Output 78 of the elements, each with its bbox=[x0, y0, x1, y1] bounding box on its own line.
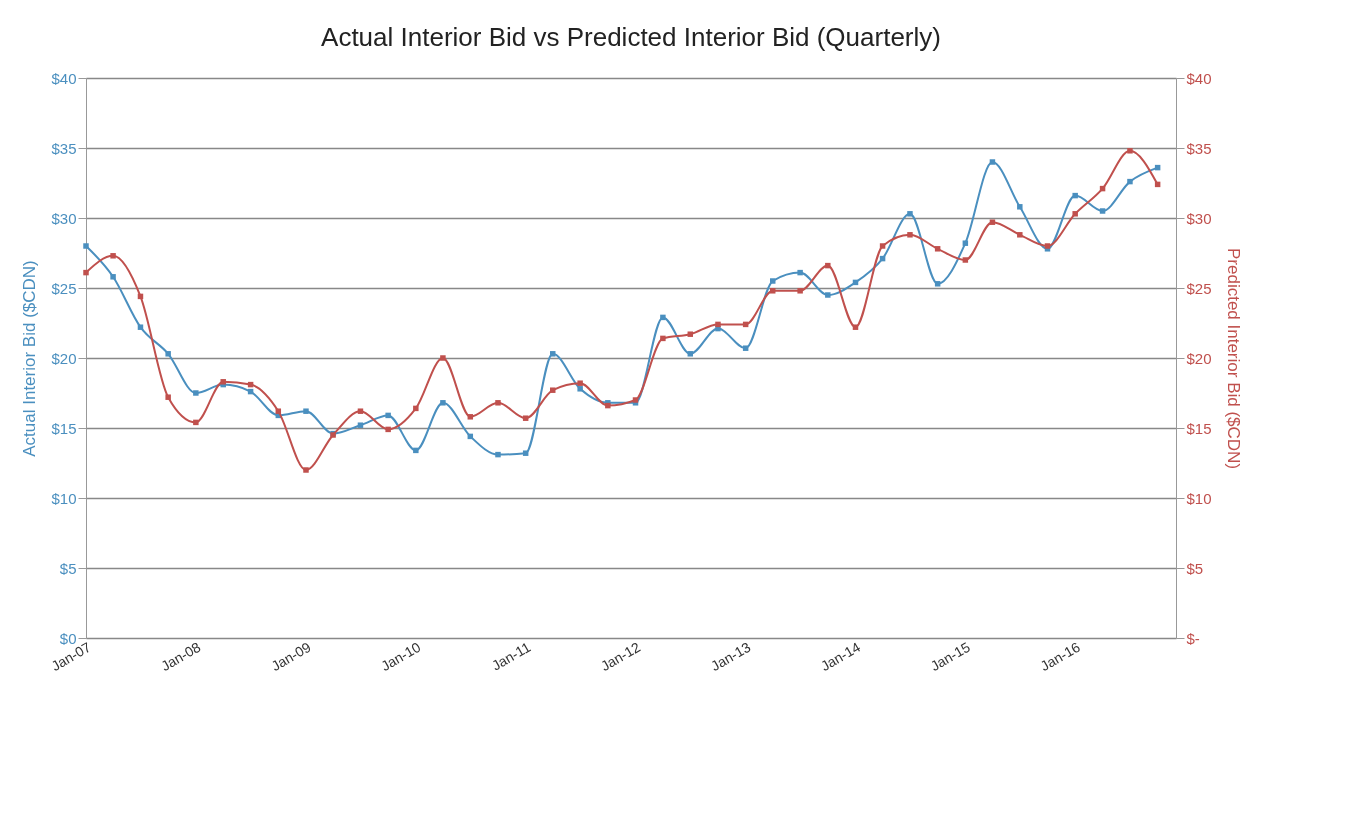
point bbox=[825, 262, 831, 269]
point bbox=[357, 408, 364, 414]
point bbox=[1127, 148, 1133, 154]
y2-tick-label: $10 bbox=[1186, 489, 1212, 507]
point bbox=[495, 451, 501, 458]
point bbox=[934, 246, 941, 252]
y2-tick-label: $5 bbox=[1186, 559, 1204, 577]
point bbox=[165, 394, 171, 400]
point bbox=[989, 219, 996, 225]
point bbox=[413, 447, 419, 454]
point bbox=[770, 288, 776, 294]
point bbox=[797, 288, 803, 294]
y2-axis-title: Predicted Interior Bid ($CDN) bbox=[1223, 247, 1243, 470]
point bbox=[577, 386, 583, 392]
point bbox=[137, 324, 144, 330]
point bbox=[660, 335, 666, 342]
y2-tick-label: $15 bbox=[1186, 419, 1212, 437]
point bbox=[83, 243, 89, 249]
point bbox=[413, 405, 419, 412]
point bbox=[303, 408, 309, 414]
y2-tick-label: $30 bbox=[1186, 209, 1212, 227]
y-tick-label: $15 bbox=[51, 419, 77, 437]
point bbox=[934, 281, 941, 287]
y2-tick-label: $- bbox=[1186, 629, 1200, 647]
y-tick-label: $30 bbox=[51, 209, 77, 227]
point bbox=[193, 390, 199, 396]
point bbox=[1127, 178, 1133, 185]
point bbox=[1099, 208, 1106, 214]
point bbox=[303, 467, 309, 473]
point bbox=[1072, 211, 1078, 217]
point bbox=[742, 345, 749, 351]
y-tick-label: $35 bbox=[51, 139, 77, 157]
point bbox=[879, 243, 886, 249]
point bbox=[357, 422, 364, 428]
point bbox=[495, 400, 501, 406]
y2-tick-label: $20 bbox=[1186, 349, 1212, 367]
point bbox=[440, 355, 446, 361]
y-tick-label: $40 bbox=[51, 69, 77, 87]
point bbox=[522, 450, 529, 456]
point bbox=[1072, 192, 1078, 199]
y-axis-title: Actual Interior Bid ($CDN) bbox=[20, 260, 40, 457]
y-tick-label: $25 bbox=[51, 279, 77, 297]
point bbox=[440, 400, 446, 406]
point bbox=[275, 408, 282, 414]
point bbox=[687, 331, 694, 337]
point bbox=[962, 240, 969, 246]
point bbox=[577, 380, 583, 386]
y-tick-label: $20 bbox=[51, 349, 77, 367]
point bbox=[522, 415, 529, 421]
point bbox=[687, 351, 694, 357]
point bbox=[550, 351, 556, 357]
point bbox=[110, 274, 116, 280]
y2-tick-label: $40 bbox=[1186, 69, 1212, 87]
point bbox=[660, 314, 666, 321]
y2-tick-label: $25 bbox=[1186, 279, 1212, 297]
point bbox=[797, 269, 803, 276]
point bbox=[550, 387, 556, 393]
point bbox=[907, 211, 913, 217]
chart-title: Actual Interior Bid vs Predicted Interior Bid (Quarterly) bbox=[321, 22, 941, 52]
y2-tick-label: $35 bbox=[1186, 139, 1212, 157]
point bbox=[852, 324, 859, 330]
y-tick-label: $10 bbox=[51, 489, 77, 507]
point bbox=[83, 269, 89, 276]
point bbox=[165, 351, 171, 357]
point bbox=[385, 412, 391, 419]
point bbox=[1017, 232, 1023, 238]
point bbox=[193, 419, 199, 426]
point bbox=[770, 278, 776, 284]
point bbox=[989, 159, 996, 165]
point bbox=[825, 292, 831, 298]
point bbox=[1017, 204, 1023, 210]
point bbox=[715, 321, 721, 328]
point bbox=[110, 253, 116, 259]
point bbox=[467, 414, 474, 420]
point bbox=[385, 426, 391, 433]
y-tick-label: $5 bbox=[59, 559, 77, 577]
point bbox=[962, 257, 969, 263]
point bbox=[907, 232, 913, 238]
